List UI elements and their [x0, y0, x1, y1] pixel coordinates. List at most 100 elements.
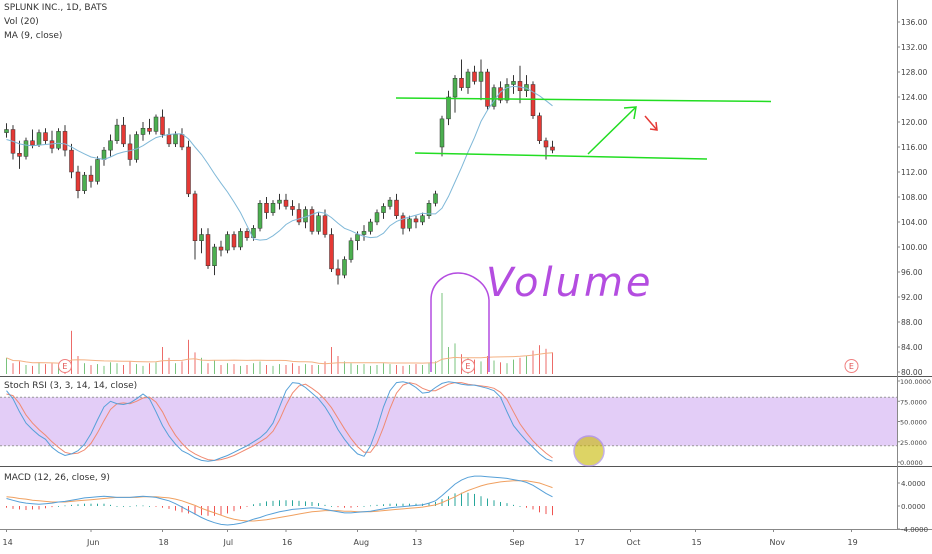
- candle-body[interactable]: [472, 71, 477, 82]
- candle-body[interactable]: [82, 174, 87, 191]
- candle-body[interactable]: [147, 128, 152, 132]
- down-arrow-head[interactable]: [649, 121, 658, 131]
- candle-body[interactable]: [205, 234, 211, 266]
- candle-body[interactable]: [491, 87, 497, 107]
- symbol-legend[interactable]: SPLUNK INC., 1D, BATS: [4, 3, 108, 13]
- candle-body[interactable]: [121, 124, 126, 145]
- candle-body[interactable]: [166, 134, 172, 145]
- stoch-rsi-legend[interactable]: Stoch RSI (3, 3, 14, 14, close): [4, 381, 138, 391]
- candle-body[interactable]: [244, 231, 250, 238]
- candle-body[interactable]: [348, 240, 354, 260]
- candle-body[interactable]: [95, 159, 100, 182]
- candle-body[interactable]: [296, 209, 302, 223]
- candle-body[interactable]: [192, 193, 198, 241]
- macd-tick-label: -4.0000: [901, 526, 928, 534]
- candle-body[interactable]: [114, 124, 120, 141]
- candle-body[interactable]: [342, 259, 347, 276]
- candle-body[interactable]: [23, 140, 29, 157]
- candle-body[interactable]: [270, 203, 276, 213]
- candle-body[interactable]: [394, 199, 399, 216]
- candle-body[interactable]: [140, 128, 146, 135]
- candle-body[interactable]: [4, 129, 9, 133]
- candle-body[interactable]: [69, 149, 74, 173]
- candle-body[interactable]: [511, 81, 516, 85]
- candle-body[interactable]: [407, 218, 412, 229]
- candle-body[interactable]: [335, 268, 341, 276]
- candle-body[interactable]: [446, 96, 451, 120]
- volume-bar: [454, 343, 456, 374]
- candle-body[interactable]: [517, 81, 523, 91]
- candle-body[interactable]: [17, 153, 22, 157]
- candle-body[interactable]: [153, 116, 159, 132]
- candle-body[interactable]: [426, 203, 432, 216]
- candle-body[interactable]: [264, 203, 269, 213]
- candle-body[interactable]: [251, 228, 256, 238]
- candle-body[interactable]: [433, 193, 438, 204]
- candle-body[interactable]: [179, 134, 185, 148]
- candle-body[interactable]: [56, 131, 61, 149]
- candle-body[interactable]: [439, 118, 445, 148]
- candle-body[interactable]: [537, 115, 542, 141]
- candle-body[interactable]: [231, 234, 237, 248]
- candle-body[interactable]: [329, 234, 334, 270]
- candle-body[interactable]: [283, 199, 289, 207]
- candle-body[interactable]: [225, 234, 230, 251]
- earnings-marker[interactable]: [58, 359, 72, 373]
- candle-body[interactable]: [134, 134, 139, 160]
- candle-body[interactable]: [238, 231, 243, 248]
- candle-body[interactable]: [465, 71, 471, 88]
- candle-body[interactable]: [400, 215, 406, 229]
- candle-body[interactable]: [212, 246, 217, 266]
- candle-body[interactable]: [257, 203, 263, 229]
- macd-histogram-bar: [129, 506, 131, 507]
- candle-body[interactable]: [550, 146, 555, 151]
- candle-body[interactable]: [316, 215, 321, 232]
- candle-body[interactable]: [88, 174, 94, 182]
- candle-body[interactable]: [186, 146, 191, 195]
- candle-body[interactable]: [309, 209, 315, 232]
- earnings-marker[interactable]: [844, 359, 859, 373]
- candle-body[interactable]: [108, 140, 113, 151]
- candle-body[interactable]: [173, 134, 178, 145]
- candle-body[interactable]: [530, 84, 536, 116]
- trendline-lower[interactable]: [414, 152, 708, 160]
- candle-body[interactable]: [387, 199, 393, 207]
- macd-legend[interactable]: MACD (12, 26, close, 9): [4, 473, 110, 483]
- candle-body[interactable]: [218, 246, 224, 251]
- candle-body[interactable]: [478, 71, 484, 82]
- candle-body[interactable]: [355, 234, 360, 241]
- candle-body[interactable]: [62, 131, 68, 151]
- candle-body[interactable]: [101, 149, 107, 160]
- projection-arrow[interactable]: [587, 106, 637, 155]
- volume-legend[interactable]: Vol (20): [4, 17, 39, 27]
- candle-body[interactable]: [30, 140, 35, 146]
- candle-body[interactable]: [504, 84, 510, 101]
- candle-body[interactable]: [277, 199, 282, 204]
- candle-body[interactable]: [381, 206, 386, 213]
- candle-body[interactable]: [322, 215, 328, 235]
- candle-body[interactable]: [361, 231, 367, 235]
- candle-body[interactable]: [75, 171, 81, 191]
- trendline-upper[interactable]: [395, 97, 772, 103]
- candle-body[interactable]: [368, 221, 373, 232]
- candle-body[interactable]: [543, 140, 549, 148]
- candle-body[interactable]: [199, 234, 204, 241]
- candle-body[interactable]: [420, 215, 425, 223]
- ma-legend[interactable]: MA (9, close): [4, 31, 63, 41]
- candle-body[interactable]: [290, 206, 295, 210]
- candle-body[interactable]: [127, 143, 133, 160]
- candle-body[interactable]: [160, 116, 165, 135]
- candle-body[interactable]: [413, 218, 419, 223]
- candle-body[interactable]: [452, 78, 458, 98]
- down-arrow[interactable]: [644, 115, 658, 131]
- earnings-marker[interactable]: [461, 359, 475, 373]
- candle-body[interactable]: [374, 212, 380, 223]
- candle-body[interactable]: [485, 71, 490, 107]
- projection-arrow-head[interactable]: [623, 106, 637, 120]
- candle-body[interactable]: [459, 78, 464, 88]
- candle-body[interactable]: [303, 209, 308, 223]
- volume-annotation-loop[interactable]: [430, 272, 490, 372]
- oversold-highlight[interactable]: [573, 435, 605, 467]
- candle-body[interactable]: [36, 132, 42, 146]
- candle-body[interactable]: [43, 132, 48, 141]
